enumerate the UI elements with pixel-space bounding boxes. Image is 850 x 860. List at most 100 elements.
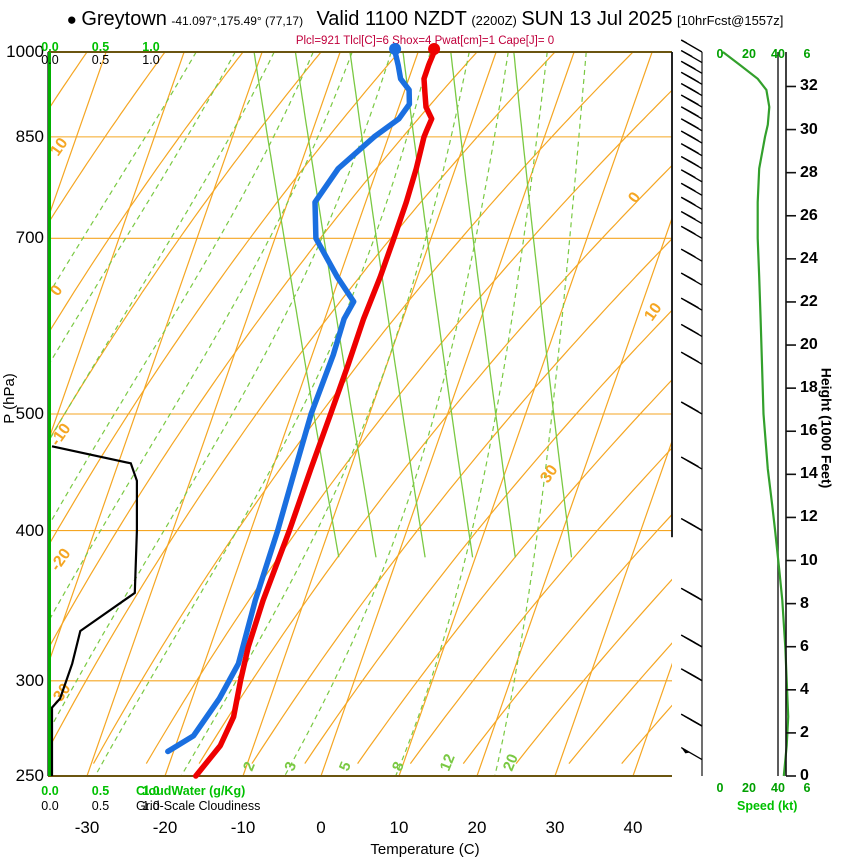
wind-barb: [680, 225, 703, 239]
station-coordinates: -41.097°,175.49° (77,17): [171, 14, 304, 28]
forecast-run-label: [10hrFcst@1557z]: [676, 13, 784, 28]
valid-date: SUN 13 Jul 2025: [521, 8, 673, 30]
wind-barb: [680, 94, 703, 108]
speed-tick-label: 0: [716, 47, 724, 61]
wind-barb: [680, 351, 703, 365]
wind-barb: [680, 210, 703, 225]
height-tick-label: 28: [800, 163, 818, 181]
height-tick-label: 26: [800, 206, 818, 224]
temperature-tick-label: -10: [230, 818, 256, 837]
station-marker-icon: ●: [66, 10, 77, 29]
height-tick-label: 18: [800, 379, 818, 397]
speed-axis-label: Speed (kt): [737, 799, 798, 813]
temperature-axis: -30 -20 -10 0 10 20 30 40: [0, 818, 850, 842]
speed-tick-label: 6: [803, 47, 811, 61]
wind-barb: [680, 668, 703, 682]
dry-adiabat-label: 0: [625, 189, 644, 206]
wind-barb: [680, 106, 703, 120]
cloudiness-tick-label: 0.5: [91, 799, 110, 813]
station-name: Greytown: [81, 8, 167, 30]
pressure-tick-label: 850: [15, 126, 44, 146]
height-tick-label: 14: [800, 465, 818, 483]
wind-barb: [680, 130, 703, 144]
pressure-tick-label: 300: [15, 670, 44, 690]
wind-barb: [680, 401, 703, 415]
mixing-ratio-label: 3: [281, 759, 300, 773]
cloudwater-tick-label: 0.0: [41, 40, 59, 54]
mixing-ratio-label: 2: [240, 759, 259, 773]
speed-tick-label: 20: [742, 47, 756, 61]
height-tick-label: 24: [800, 249, 818, 267]
skewt-plot-area: 2 3 5 8 12 20 10 0 -10 -20 -30 0 10 30: [47, 43, 673, 779]
height-tick-label: 4: [800, 680, 809, 698]
wind-barb: [680, 248, 703, 262]
wind-barb: [680, 587, 703, 601]
mixing-ratio-label: 5: [336, 759, 355, 773]
wind-barb: [680, 39, 703, 53]
valid-time: Valid 1100 NZDT: [316, 8, 467, 30]
wind-barb: [680, 143, 703, 157]
wind-barb: [680, 182, 703, 196]
height-tick-label: 32: [800, 77, 818, 95]
pressure-axis-label: P (hPa): [0, 373, 18, 424]
height-axis: [784, 52, 850, 777]
height-tick-label: 30: [800, 120, 818, 138]
wind-barb: [680, 169, 703, 183]
wind-barb: [680, 155, 703, 170]
valid-time-utc: (2200Z): [471, 13, 517, 28]
dry-adiabat-label: 30: [537, 462, 561, 486]
temperature-tick-label: 20: [467, 818, 487, 837]
stability-indices: Plcl=921 Tlcl[C]=6 Shox=4 Pwat[cm]=1 Cap…: [295, 35, 555, 47]
dry-adiabat-label: -20: [47, 546, 74, 575]
wind-speed-profile-panel: [672, 51, 800, 777]
cloudwater-axis-label: CloudWater (g/Kg): [136, 784, 246, 798]
height-tick-label: 10: [800, 551, 818, 569]
wind-barb: [680, 196, 703, 210]
wind-barb: [680, 634, 703, 648]
temperature-tick-label: -20: [152, 818, 178, 837]
surface-dewpoint: [389, 43, 402, 55]
wind-barb: [680, 713, 703, 727]
wind-barb: [680, 746, 703, 761]
height-axis-label: Height (1000 Feet): [818, 367, 835, 489]
temperature-tick-label: 40: [623, 818, 643, 837]
height-tick-label: 8: [800, 594, 809, 612]
height-tick-label: 16: [800, 422, 818, 440]
pressure-axis: 250 300 400 500 700 850 1000: [0, 42, 44, 785]
cloudwater-tick-label: 0.5: [91, 784, 110, 798]
speed-tick-label: 20: [742, 781, 756, 795]
temperature-tick-label: 10: [389, 818, 409, 837]
cloudiness-axis-label: Grid-Scale Cloudiness: [136, 799, 261, 813]
wind-barb: [680, 71, 703, 85]
mixing-ratio-label: 8: [389, 759, 408, 773]
temperature-axis-label: Temperature (C): [370, 841, 480, 858]
pressure-tick-label: 250: [15, 766, 44, 785]
wind-barb: [680, 517, 703, 532]
speed-tick-label: 40: [771, 781, 785, 795]
mixing-ratio-label: 12: [437, 752, 459, 774]
cloudwater-tick-label: 1.0: [142, 784, 160, 798]
speed-tick-label: 40: [771, 47, 785, 61]
pressure-tick-label: 400: [15, 520, 44, 540]
cloudiness-tick-label: 0.0: [41, 799, 59, 813]
wind-barb-panel: [672, 39, 752, 776]
height-tick-label: 6: [800, 637, 809, 655]
surface-temperature: [428, 43, 441, 55]
mixing-ratio-label: 20: [500, 752, 522, 774]
cloudwater-tick-label: 1.0: [142, 40, 160, 54]
cloudiness-tick-label: 0.5: [91, 53, 110, 67]
speed-tick-label: 6: [803, 781, 811, 795]
cloudiness-profile: [50, 445, 138, 776]
wind-barb: [680, 272, 703, 286]
temperature-tick-label: 30: [545, 818, 565, 837]
temperature-tick-label: -30: [74, 818, 100, 837]
cloudiness-tick-label: 1.0: [142, 53, 160, 67]
wind-barb: [680, 82, 703, 97]
cloudwater-tick-label: 0.0: [41, 784, 59, 798]
pressure-tick-label: 1000: [6, 42, 44, 61]
wind-barb: [680, 297, 703, 311]
wind-barb: [680, 118, 703, 132]
wind-barb: [680, 60, 703, 74]
temperature-tick-label: 0: [316, 818, 326, 837]
cloudwater-tick-label: 0.5: [91, 40, 110, 54]
